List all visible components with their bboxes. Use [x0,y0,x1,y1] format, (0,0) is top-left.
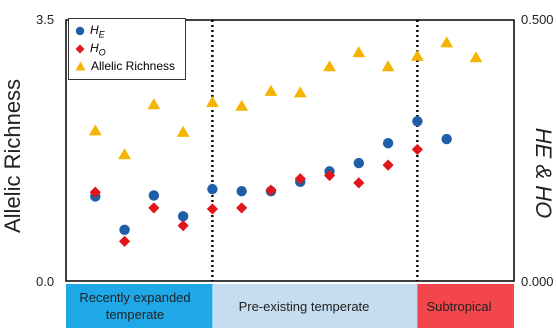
he-point [207,183,218,195]
he-point [177,211,189,222]
legend-ar-label: Allelic Richness [91,59,176,73]
allelic-richness-point [323,60,336,72]
legend-ho-label: H [90,41,99,55]
allelic-richness-point [206,96,219,108]
y-left-tick-bottom: 0.0 [36,274,55,289]
allelic-richness-point [293,86,307,98]
he-point [441,133,452,145]
legend-item-ho: HO [75,41,106,57]
ho-point [177,220,189,232]
allelic-richness-point [147,98,161,110]
allelic-richness-point [440,36,454,48]
ho-point [148,202,160,214]
region-label-recently-expanded: Recently expanded temperate [79,290,191,322]
triangle-marker-icon [75,61,86,71]
allelic-richness-point [264,84,278,96]
y-axis-right-label: HE & HO [531,127,556,219]
ho-point [118,235,131,247]
ho-point [89,186,101,198]
plot-frame [65,19,515,282]
ho-point [236,202,248,214]
he-point [148,190,160,201]
allelic-richness-point [176,125,190,137]
he-point [119,224,130,236]
region-bar [417,284,514,328]
ho-point [411,143,423,156]
ho-point [294,173,306,185]
ho-point [323,169,336,182]
he-point [382,137,394,149]
region-label-subtropical: Subtropical [426,298,492,314]
he-point [236,186,247,197]
circle-marker-icon [75,26,85,36]
he-point [353,157,365,169]
legend-item-allelic-richness: Allelic Richness [75,59,175,73]
legend-ho-sub: O [98,47,106,58]
y-right-tick-top: 0.500 [521,12,554,27]
diamond-marker-icon [75,44,85,54]
legend: HE HO Allelic Richness [68,18,186,80]
allelic-richness-point [410,49,424,61]
allelic-richness-point [235,99,249,111]
allelic-richness-point [88,124,102,136]
ho-point [353,177,365,189]
allelic-richness-point [381,60,395,72]
y-right-tick-bottom: 0.000 [521,274,554,289]
allelic-richness-point [352,46,366,58]
legend-item-he: HE [75,23,105,39]
region-bar [212,284,418,328]
legend-he-label: H [90,23,99,37]
region-label-pre-existing: Pre-existing temperate [238,298,370,314]
allelic-richness-point [118,148,131,160]
region-bar [66,284,213,328]
ho-point [382,159,394,171]
ho-point [265,184,277,196]
ho-point [206,203,219,215]
allelic-richness-point [469,51,483,63]
y-axis-left-label: Allelic Richness [0,78,25,233]
y-left-tick-top: 3.5 [36,12,55,27]
legend-he-sub: E [98,29,105,40]
he-point [412,116,423,127]
